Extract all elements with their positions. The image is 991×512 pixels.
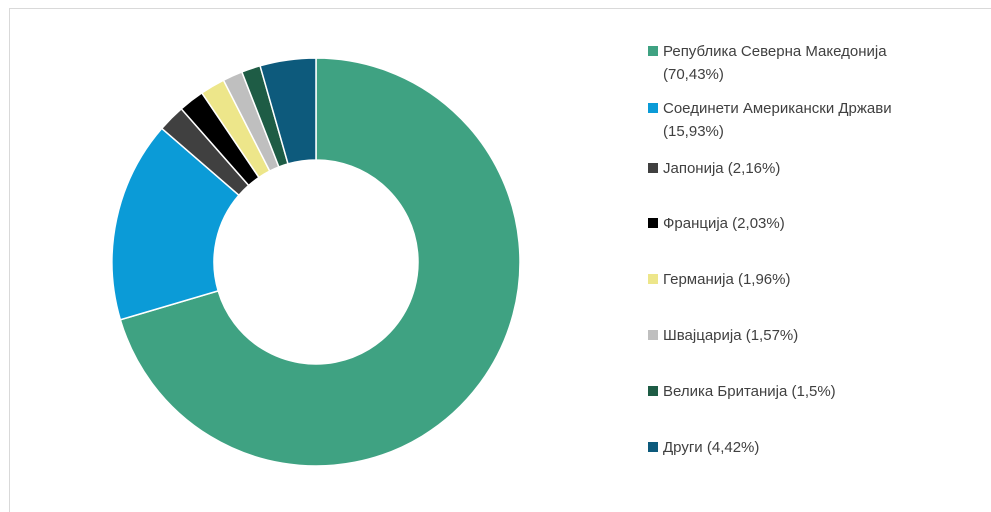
legend-label: Други (4,42%)	[663, 439, 760, 456]
donut-slice	[259, 57, 317, 165]
legend-swatch	[648, 442, 658, 452]
legend-swatch	[648, 103, 658, 113]
legend-label: Швајцарија (1,57%)	[663, 327, 799, 344]
chart-frame	[9, 8, 991, 512]
legend-item: Република Северна Македонија (70,43%)	[648, 40, 935, 86]
legend-item: Франција (2,03%)	[648, 212, 935, 235]
legend-label: Германија (1,96%)	[663, 271, 791, 288]
legend-swatch	[648, 46, 658, 56]
legend-label: Велика Британија (1,5%)	[663, 383, 836, 400]
donut-slice	[111, 127, 240, 321]
legend-item: Соединети Американски Држави (15,93%)	[648, 97, 935, 143]
legend-label: Франција (2,03%)	[663, 215, 785, 232]
legend-label: Соединети Американски Држави (15,93%)	[663, 100, 892, 140]
legend-label: Република Северна Македонија (70,43%)	[663, 43, 887, 83]
legend-swatch	[648, 163, 658, 173]
legend-item: Швајцарија (1,57%)	[648, 324, 935, 347]
donut-slice	[119, 57, 521, 467]
legend-swatch	[648, 386, 658, 396]
legend-item: Велика Британија (1,5%)	[648, 380, 935, 403]
legend-swatch	[648, 274, 658, 284]
legend-label: Јапонија (2,16%)	[663, 160, 781, 177]
legend-item: Германија (1,96%)	[648, 268, 935, 291]
legend-swatch	[648, 218, 658, 228]
legend-swatch	[648, 330, 658, 340]
legend-item: Јапонија (2,16%)	[648, 157, 935, 180]
legend-item: Други (4,42%)	[648, 436, 935, 459]
